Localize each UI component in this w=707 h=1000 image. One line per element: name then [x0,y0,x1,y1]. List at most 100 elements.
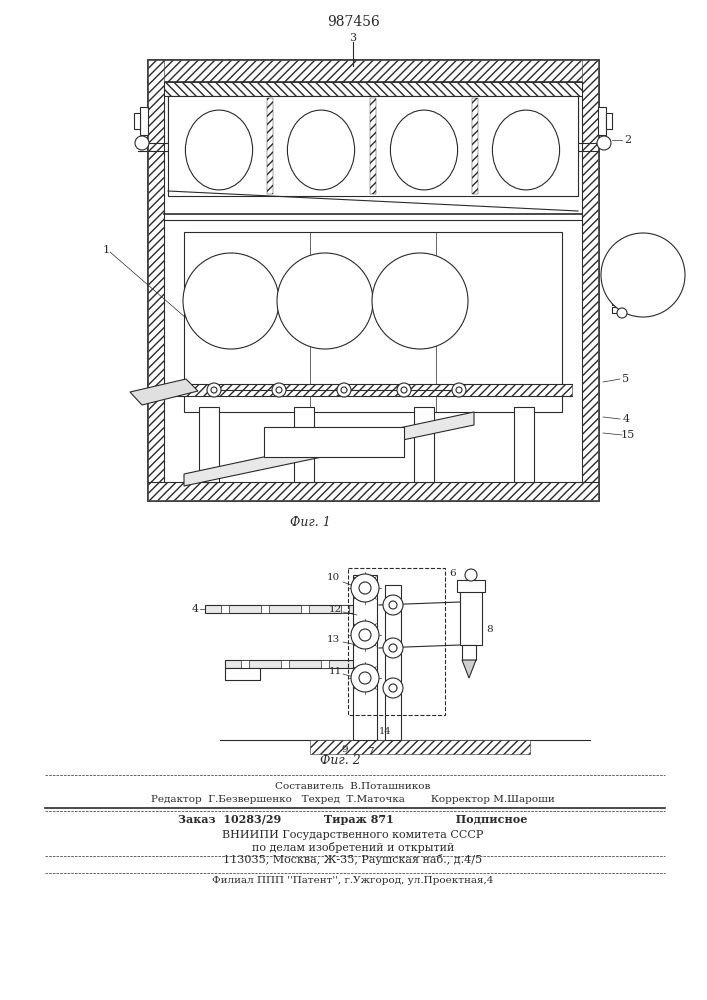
Circle shape [601,233,685,317]
Circle shape [389,644,397,652]
Bar [612,307,642,313]
Polygon shape [184,412,474,486]
Text: Фиг. 1: Фиг. 1 [290,516,330,528]
Circle shape [389,601,397,609]
Circle shape [351,664,379,692]
Bar [134,113,140,129]
Text: по делам изобретений и открытий: по делам изобретений и открытий [252,842,454,853]
Text: 1: 1 [103,245,110,255]
Circle shape [351,621,379,649]
Text: 4: 4 [192,604,199,614]
Text: Филиал ППП ''Патент'', г.Ужгород, ул.Проектная,4: Филиал ППП ''Патент'', г.Ужгород, ул.Про… [212,876,493,885]
Circle shape [207,383,221,397]
Bar [281,660,289,668]
Circle shape [276,387,282,393]
Circle shape [465,569,477,581]
Text: 9: 9 [341,746,349,754]
Bar [414,407,434,482]
Bar [267,98,273,194]
Polygon shape [462,660,476,678]
Text: Фиг. 2: Фиг. 2 [320,754,361,766]
Circle shape [383,678,403,698]
Bar [199,407,219,482]
Text: 987456: 987456 [327,15,380,29]
Text: 5: 5 [622,374,629,384]
Text: 7: 7 [367,748,373,756]
Text: 8: 8 [486,626,493,635]
Text: Составитель  В.Поташников: Составитель В.Поташников [275,782,431,791]
Polygon shape [130,379,198,405]
Circle shape [452,383,466,397]
Text: 12: 12 [328,605,341,614]
Bar [341,605,349,613]
Bar [460,590,482,645]
Text: 113035, Москва, Ж-35, Раушская наб., д.4/5: 113035, Москва, Ж-35, Раушская наб., д.4… [223,854,483,865]
Circle shape [389,684,397,692]
Bar [472,98,478,194]
Text: Заказ  10283/29           Тираж 871                Подписное: Заказ 10283/29 Тираж 871 Подписное [178,814,527,825]
Bar [598,107,606,135]
Circle shape [397,383,411,397]
Bar [348,568,445,715]
Bar [205,605,365,613]
Circle shape [617,308,627,318]
Bar [606,113,612,129]
Circle shape [597,136,611,150]
Text: 10: 10 [327,574,339,582]
Bar [168,96,578,196]
Bar [221,605,229,613]
Bar [148,60,598,82]
Circle shape [341,387,347,393]
Bar [612,295,642,305]
Bar [353,575,377,740]
Text: 6: 6 [450,568,456,578]
Bar [184,232,562,412]
Text: ВНИИПИ Государственного комитета СССР: ВНИИПИ Государственного комитета СССР [222,830,484,840]
Text: 2: 2 [624,135,631,145]
Bar [294,407,314,482]
Bar [462,645,476,660]
Circle shape [401,387,407,393]
Ellipse shape [288,110,355,190]
Bar [148,60,164,500]
Bar [148,482,598,500]
Text: 3: 3 [349,33,356,43]
Circle shape [456,387,462,393]
Ellipse shape [390,110,457,190]
Circle shape [359,672,371,684]
Circle shape [272,383,286,397]
Bar [582,60,598,500]
Bar [160,82,586,96]
Circle shape [183,253,279,349]
Text: 11: 11 [328,668,341,676]
Bar [174,384,572,396]
Circle shape [277,253,373,349]
Circle shape [359,629,371,641]
Circle shape [372,253,468,349]
Bar [301,605,309,613]
Circle shape [383,595,403,615]
Bar [225,660,360,668]
Ellipse shape [492,110,560,190]
Bar [225,668,260,680]
Bar [148,60,598,500]
Bar [385,585,401,740]
Bar [370,98,376,194]
Bar [514,407,534,482]
Bar [140,107,148,135]
Text: Редактор  Г.Безвершенко   Техред  Т.Маточка        Корректор М.Шароши: Редактор Г.Безвершенко Техред Т.Маточка … [151,795,555,804]
Bar [241,660,249,668]
Text: 15: 15 [621,430,635,440]
Circle shape [135,136,149,150]
Circle shape [383,638,403,658]
Circle shape [359,582,371,594]
Circle shape [351,574,379,602]
Text: 14: 14 [379,728,391,736]
Ellipse shape [185,110,252,190]
Text: 4: 4 [622,414,629,424]
Circle shape [211,387,217,393]
Bar [261,605,269,613]
Circle shape [337,383,351,397]
Bar [264,427,404,457]
Bar [310,740,530,754]
